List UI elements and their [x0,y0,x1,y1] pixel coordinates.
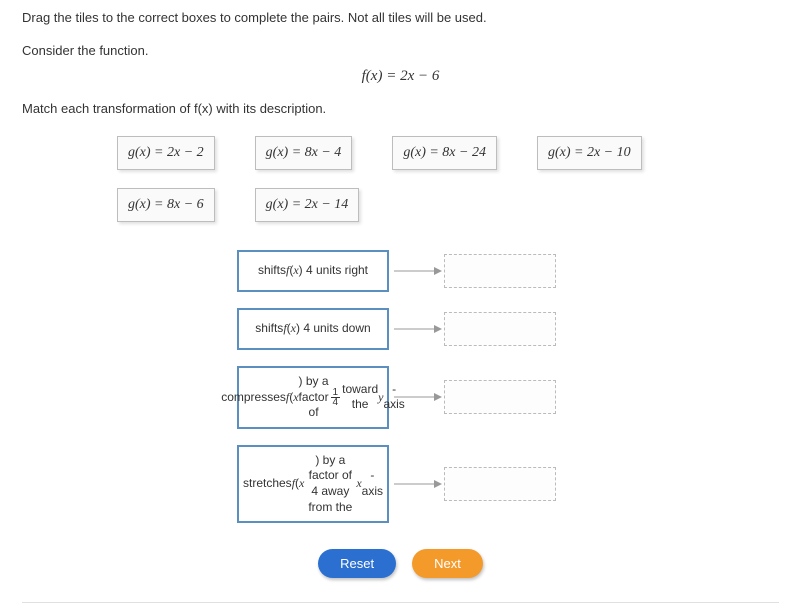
tile[interactable]: g(x) = 8x − 24 [392,136,497,170]
consider-text: Consider the function. [22,43,779,58]
description-box: compresses f(x) by a factor of 14 toward… [237,366,389,429]
pair-row: stretches f(x) by a factor of 4 away fro… [237,445,779,523]
match-instruction: Match each transformation of f(x) with i… [22,101,779,116]
tile[interactable]: g(x) = 2x − 10 [537,136,642,170]
drop-target[interactable] [444,312,556,346]
tile[interactable]: g(x) = 8x − 4 [255,136,353,170]
pairs-area: shifts f(x) 4 units right shifts f(x) 4 … [237,250,779,523]
divider [22,602,779,603]
arrow-icon [389,392,444,402]
next-button[interactable]: Next [412,549,483,578]
tile[interactable]: g(x) = 2x − 14 [255,188,360,222]
drop-target[interactable] [444,254,556,288]
pair-row: compresses f(x) by a factor of 14 toward… [237,366,779,429]
tile[interactable]: g(x) = 8x − 6 [117,188,215,222]
arrow-icon [389,324,444,334]
button-bar: Reset Next [22,549,779,590]
drop-target[interactable] [444,467,556,501]
description-box: shifts f(x) 4 units down [237,308,389,350]
arrow-icon [389,266,444,276]
base-function-formula: f(x) = 2x − 6 [22,68,779,85]
pair-row: shifts f(x) 4 units down [237,308,779,350]
drop-target[interactable] [444,380,556,414]
instruction-text: Drag the tiles to the correct boxes to c… [22,10,779,25]
arrow-icon [389,479,444,489]
description-box: stretches f(x) by a factor of 4 away fro… [237,445,389,523]
tile-row-2: g(x) = 8x − 6 g(x) = 2x − 14 [117,188,779,222]
pair-row: shifts f(x) 4 units right [237,250,779,292]
tile[interactable]: g(x) = 2x − 2 [117,136,215,170]
description-box: shifts f(x) 4 units right [237,250,389,292]
tiles-area: g(x) = 2x − 2 g(x) = 8x − 4 g(x) = 8x − … [117,136,779,222]
reset-button[interactable]: Reset [318,549,396,578]
tile-row-1: g(x) = 2x − 2 g(x) = 8x − 4 g(x) = 8x − … [117,136,779,170]
